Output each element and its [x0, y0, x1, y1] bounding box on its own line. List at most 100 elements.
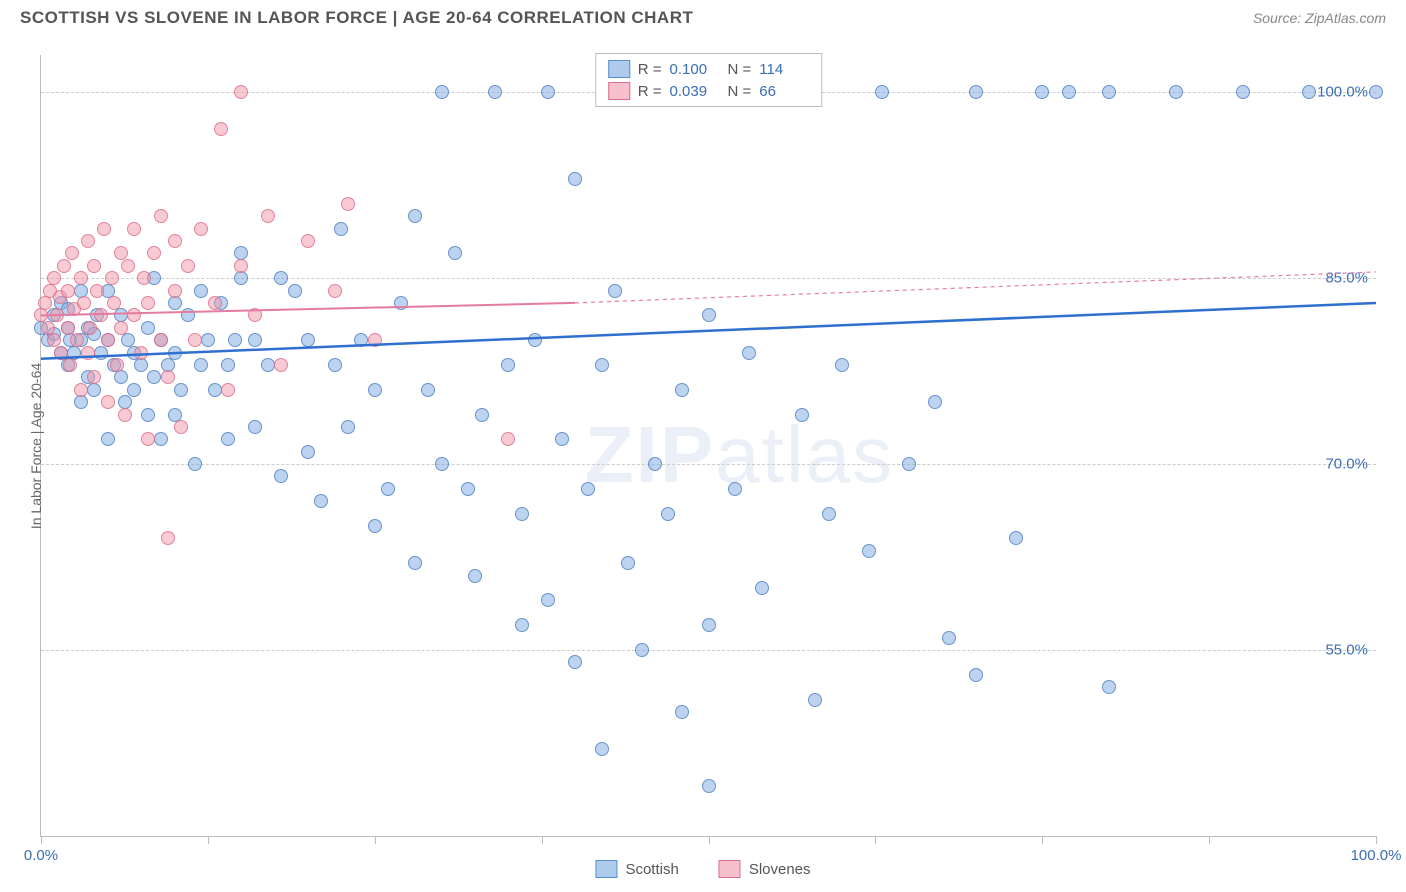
scatter-point: [168, 296, 182, 310]
scatter-point: [248, 308, 262, 322]
scatter-point: [875, 85, 889, 99]
scatter-point: [661, 507, 675, 521]
scatter-point: [114, 321, 128, 335]
scatter-point: [234, 259, 248, 273]
scatter-point: [168, 346, 182, 360]
scatter-point: [755, 581, 769, 595]
scatter-point: [368, 333, 382, 347]
scatter-point: [90, 284, 104, 298]
scatter-point: [127, 308, 141, 322]
scatter-point: [174, 383, 188, 397]
scatter-point: [261, 358, 275, 372]
scatter-point: [394, 296, 408, 310]
scatter-point: [675, 383, 689, 397]
scatter-point: [288, 284, 302, 298]
scatter-point: [862, 544, 876, 558]
scatter-point: [127, 222, 141, 236]
scatter-point: [435, 457, 449, 471]
scatter-point: [57, 259, 71, 273]
scatter-point: [181, 308, 195, 322]
scatter-point: [228, 333, 242, 347]
scatter-point: [795, 408, 809, 422]
scatter-point: [74, 383, 88, 397]
r-label: R =: [638, 61, 662, 78]
scatter-point: [274, 469, 288, 483]
scatter-point: [83, 321, 97, 335]
scatter-point: [515, 618, 529, 632]
swatch-scottish: [608, 60, 630, 78]
scatter-point: [1169, 85, 1183, 99]
scatter-point: [461, 482, 475, 496]
scatter-point: [248, 420, 262, 434]
scatter-point: [168, 234, 182, 248]
scatter-point: [97, 222, 111, 236]
scatter-point: [334, 222, 348, 236]
scatter-point: [208, 383, 222, 397]
scatter-point: [141, 432, 155, 446]
scatter-point: [421, 383, 435, 397]
scatter-point: [147, 246, 161, 260]
scatter-point: [101, 333, 115, 347]
stats-row-slovenes: R = 0.039 N = 66: [608, 80, 810, 102]
scatter-point: [50, 308, 64, 322]
scatter-point: [221, 383, 235, 397]
scatter-point: [528, 333, 542, 347]
scatter-point: [134, 346, 148, 360]
legend-swatch-slovenes: [719, 860, 741, 878]
scatter-point: [942, 631, 956, 645]
scatter-point: [74, 395, 88, 409]
scatter-point: [234, 85, 248, 99]
scatter-point: [74, 271, 88, 285]
scatter-point: [141, 296, 155, 310]
scatter-point: [555, 432, 569, 446]
scatter-point: [81, 234, 95, 248]
y-tick-label: 100.0%: [1317, 84, 1368, 101]
scatter-point: [101, 432, 115, 446]
scatter-point: [1035, 85, 1049, 99]
y-tick-label: 70.0%: [1325, 456, 1368, 473]
scatter-point: [448, 246, 462, 260]
scatter-point: [161, 370, 175, 384]
scatter-point: [94, 308, 108, 322]
scatter-point: [105, 271, 119, 285]
scatter-point: [1369, 85, 1383, 99]
scatter-point: [621, 556, 635, 570]
scatter-point: [61, 321, 75, 335]
n-value-scottish: 114: [759, 61, 809, 78]
chart-title: SCOTTISH VS SLOVENE IN LABOR FORCE | AGE…: [20, 8, 693, 28]
y-tick-label: 85.0%: [1325, 270, 1368, 287]
scatter-point: [174, 420, 188, 434]
scatter-point: [969, 85, 983, 99]
scatter-point: [274, 271, 288, 285]
scatter-point: [1009, 531, 1023, 545]
scatter-point: [114, 370, 128, 384]
scatter-point: [475, 408, 489, 422]
scatter-point: [541, 593, 555, 607]
scatter-point: [501, 432, 515, 446]
scatter-point: [928, 395, 942, 409]
scatter-point: [541, 85, 555, 99]
n-label: N =: [728, 83, 752, 100]
scatter-point: [341, 420, 355, 434]
scatter-point: [38, 296, 52, 310]
r-label: R =: [638, 83, 662, 100]
scatter-point: [154, 432, 168, 446]
stats-row-scottish: R = 0.100 N = 114: [608, 58, 810, 80]
scatter-point: [61, 284, 75, 298]
scatter-point: [65, 246, 79, 260]
legend-label-scottish: Scottish: [625, 861, 678, 878]
scatter-point: [194, 222, 208, 236]
scatter-point: [728, 482, 742, 496]
x-max-label: 100.0%: [1351, 847, 1402, 864]
scatter-point: [127, 383, 141, 397]
scatter-point: [47, 271, 61, 285]
scatter-point: [808, 693, 822, 707]
scatter-point: [501, 358, 515, 372]
x-min-label: 0.0%: [24, 847, 58, 864]
scatter-point: [435, 85, 449, 99]
scatter-point: [194, 284, 208, 298]
r-value-scottish: 0.100: [670, 61, 720, 78]
scatter-point: [87, 259, 101, 273]
scatter-point: [147, 370, 161, 384]
scatter-point: [408, 556, 422, 570]
